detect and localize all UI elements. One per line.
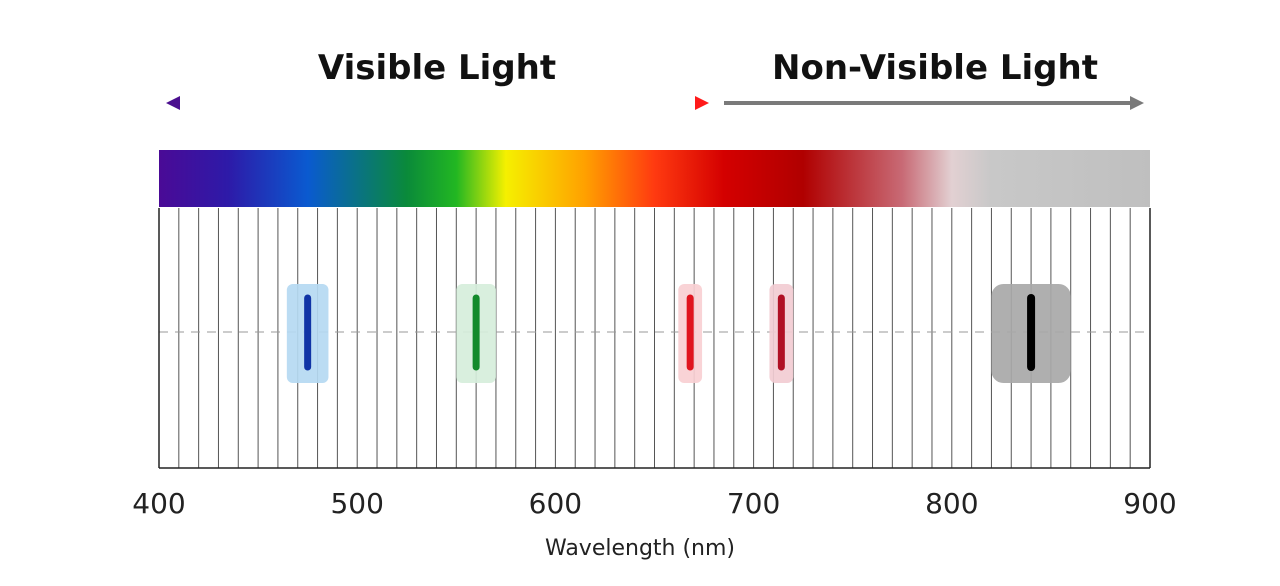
visible-light-heading: Visible Light: [317, 48, 557, 88]
tick-label: 500: [330, 487, 384, 520]
range-arrows: [166, 96, 1144, 110]
grid-lines: [178, 208, 1131, 468]
tick-label: 800: [925, 487, 979, 520]
visible-range-arrow: [166, 96, 709, 110]
tick-label: 700: [726, 487, 781, 520]
non-visible-light-heading: Non-Visible Light: [772, 48, 1098, 88]
non-visible-range-arrow: [724, 96, 1144, 110]
tick-label: 900: [1123, 487, 1177, 520]
spectrum-color-bar: [159, 150, 1150, 207]
tick-label: 600: [528, 487, 583, 520]
axis-title: Wavelength (nm): [544, 536, 736, 561]
emission-bands: [286, 284, 1071, 383]
tick-label: 400: [132, 487, 186, 520]
